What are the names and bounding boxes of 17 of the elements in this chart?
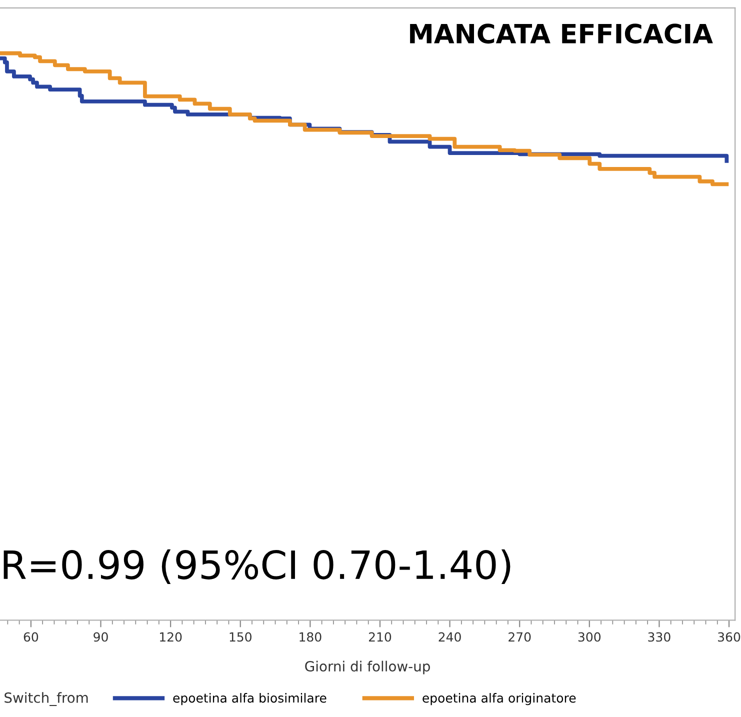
x-tick-label: 240: [438, 632, 461, 642]
x-tick-label: 90: [94, 632, 108, 642]
annotation: R=0.99 (95%CI 0.70-1.40): [4, 549, 510, 584]
legend-label: epoetina alfa originatore: [422, 693, 576, 706]
x-tick-label: 180: [300, 632, 322, 642]
x-tick-label: 150: [230, 632, 252, 642]
chart-title: MANCATA EFFICACIA: [410, 24, 713, 44]
x-axis-title: Giorni di follow-up: [305, 660, 430, 674]
x-tick-label: 210: [368, 632, 392, 642]
x-tick-label: 270: [508, 632, 531, 642]
x-tick-label: 330: [648, 632, 670, 642]
x-tick-label: 360: [718, 632, 740, 642]
legend-label: epoetina alfa biosimilare: [173, 693, 326, 706]
x-tick-label: 300: [578, 632, 601, 642]
x-tick-label: 60: [24, 632, 38, 642]
legend-title: Switch_from: [4, 692, 88, 706]
x-tick-label: 120: [160, 632, 182, 642]
